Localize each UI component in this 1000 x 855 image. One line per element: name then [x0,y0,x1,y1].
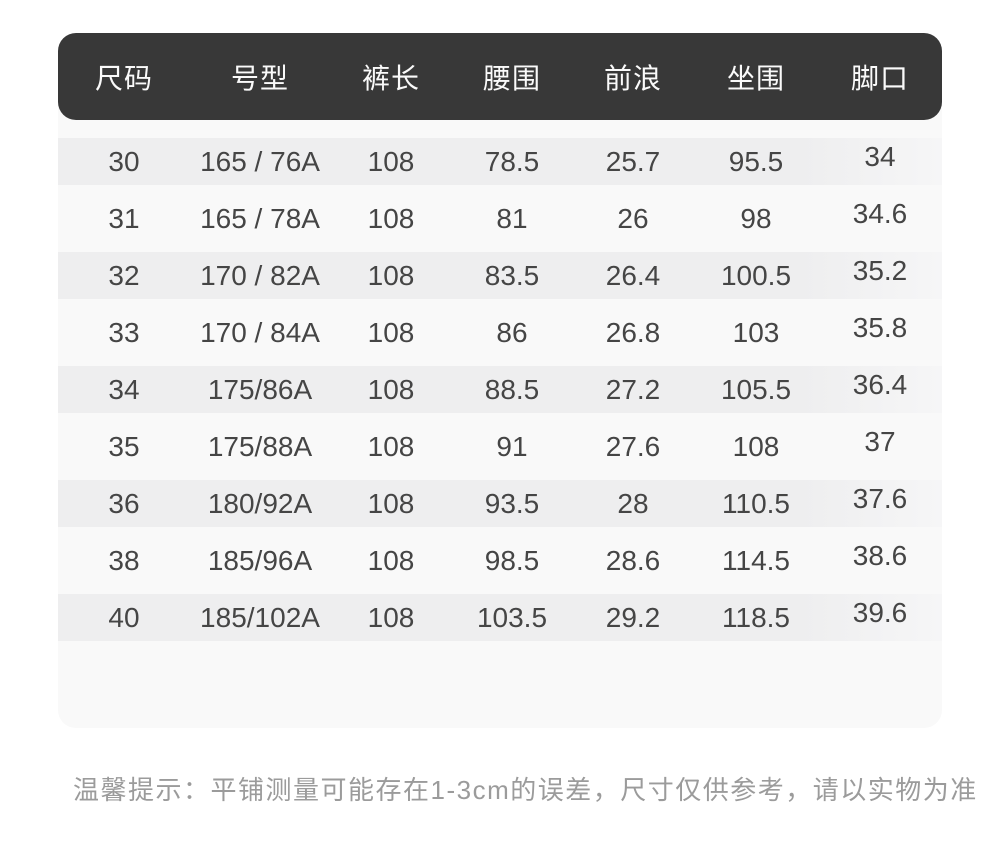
size-chart-panel: 尺码 号型 裤长 腰围 前浪 坐围 脚口 30 165 / 76A 108 78.5 2… [58,33,942,728]
table-cell: 37.6 [852,482,908,514]
table-cell: 108 [367,202,415,234]
table-row: 35 175/88A 108 91 27.6 108 37 [58,418,942,475]
table-cell: 103.5 [476,601,548,633]
table-header-row: 尺码 号型 裤长 腰围 前浪 坐围 脚口 [58,33,942,120]
column-header-hip: 坐围 [726,62,785,94]
table-cell: 175/88A [207,430,313,462]
table-cell: 108 [732,430,780,462]
table-row: 36 180/92A 108 93.5 28 110.5 37.6 [58,475,942,532]
table-cell: 81 [496,202,528,234]
table-cell: 35.8 [852,311,908,343]
table-cell: 29.2 [605,601,661,633]
table-row: 38 185/96A 108 98.5 28.6 114.5 38.6 [58,532,942,589]
table-cell: 95.5 [728,145,784,177]
table-cell: 31 [108,202,140,234]
table-cell: 26 [617,202,649,234]
table-cell: 98 [740,202,772,234]
table-cell: 185/102A [200,601,320,633]
table-cell: 38.6 [852,539,908,571]
table-cell: 33 [108,316,140,348]
table-cell: 35 [108,430,140,462]
table-cell: 38 [108,544,140,576]
table-cell: 110.5 [722,487,790,519]
table-cell: 36.4 [852,368,908,400]
table-cell: 34.6 [852,197,908,229]
table-cell: 108 [367,601,415,633]
table-cell: 91 [496,430,528,462]
table-row: 32 170 / 82A 108 83.5 26.4 100.5 35.2 [58,247,942,304]
column-header-leg-opening: 脚口 [850,62,909,94]
table-cell: 108 [367,544,415,576]
table-cell: 86 [496,316,528,348]
table-cell: 114.5 [722,544,790,576]
table-cell: 108 [367,373,415,405]
table-cell: 27.6 [605,430,661,462]
table-cell: 28.6 [605,544,661,576]
table-cell: 88.5 [484,373,540,405]
table-cell: 34 [864,140,896,172]
table-cell: 118.5 [722,601,790,633]
table-cell: 108 [367,316,415,348]
table-row: 34 175/86A 108 88.5 27.2 105.5 36.4 [58,361,942,418]
table-cell: 185/96A [207,544,313,576]
table-cell: 170 / 84A [200,316,320,348]
table-cell: 32 [108,259,140,291]
table-cell: 26.8 [605,316,661,348]
table-row: 40 185/102A 108 103.5 29.2 118.5 39.6 [58,589,942,646]
column-header-front-rise: 前浪 [603,62,662,94]
table-cell: 105.5 [720,373,792,405]
column-header-waist: 腰围 [482,62,541,94]
table-cell: 98.5 [484,544,540,576]
table-cell: 27.2 [605,373,661,405]
table-cell: 40 [108,601,140,633]
table-cell: 34 [108,373,140,405]
table-row: 33 170 / 84A 108 86 26.8 103 35.8 [58,304,942,361]
table-cell: 180/92A [207,487,313,519]
table-cell: 25.7 [605,145,661,177]
table-cell: 175/86A [207,373,313,405]
table-cell: 78.5 [484,145,540,177]
table-cell: 39.6 [852,596,908,628]
table-row: 30 165 / 76A 108 78.5 25.7 95.5 34 [58,133,942,190]
table-cell: 26.4 [605,259,661,291]
column-header-pant-length: 裤长 [361,62,420,94]
table-cell: 28 [617,487,649,519]
measurement-disclaimer-note: 温馨提示：平铺测量可能存在1-3cm的误差，尺寸仅供参考，请以实物为准 [73,775,978,805]
table-cell: 83.5 [484,259,540,291]
table-cell: 165 / 76A [200,145,320,177]
table-cell: 103 [732,316,780,348]
column-header-model: 号型 [230,62,289,94]
table-cell: 30 [108,145,140,177]
table-cell: 93.5 [484,487,540,519]
table-cell: 108 [367,430,415,462]
table-cell: 35.2 [852,254,908,286]
table-cell: 37 [864,425,896,457]
table-cell: 165 / 78A [200,202,320,234]
table-row: 31 165 / 78A 108 81 26 98 34.6 [58,190,942,247]
table-cell: 170 / 82A [200,259,320,291]
table-cell: 100.5 [720,259,792,291]
table-cell: 36 [108,487,140,519]
table-cell: 108 [367,487,415,519]
table-cell: 108 [367,145,415,177]
table-cell: 108 [367,259,415,291]
table-body: 30 165 / 76A 108 78.5 25.7 95.5 34 31 165 / 78A 1… [58,120,942,646]
column-header-size: 尺码 [94,62,153,94]
